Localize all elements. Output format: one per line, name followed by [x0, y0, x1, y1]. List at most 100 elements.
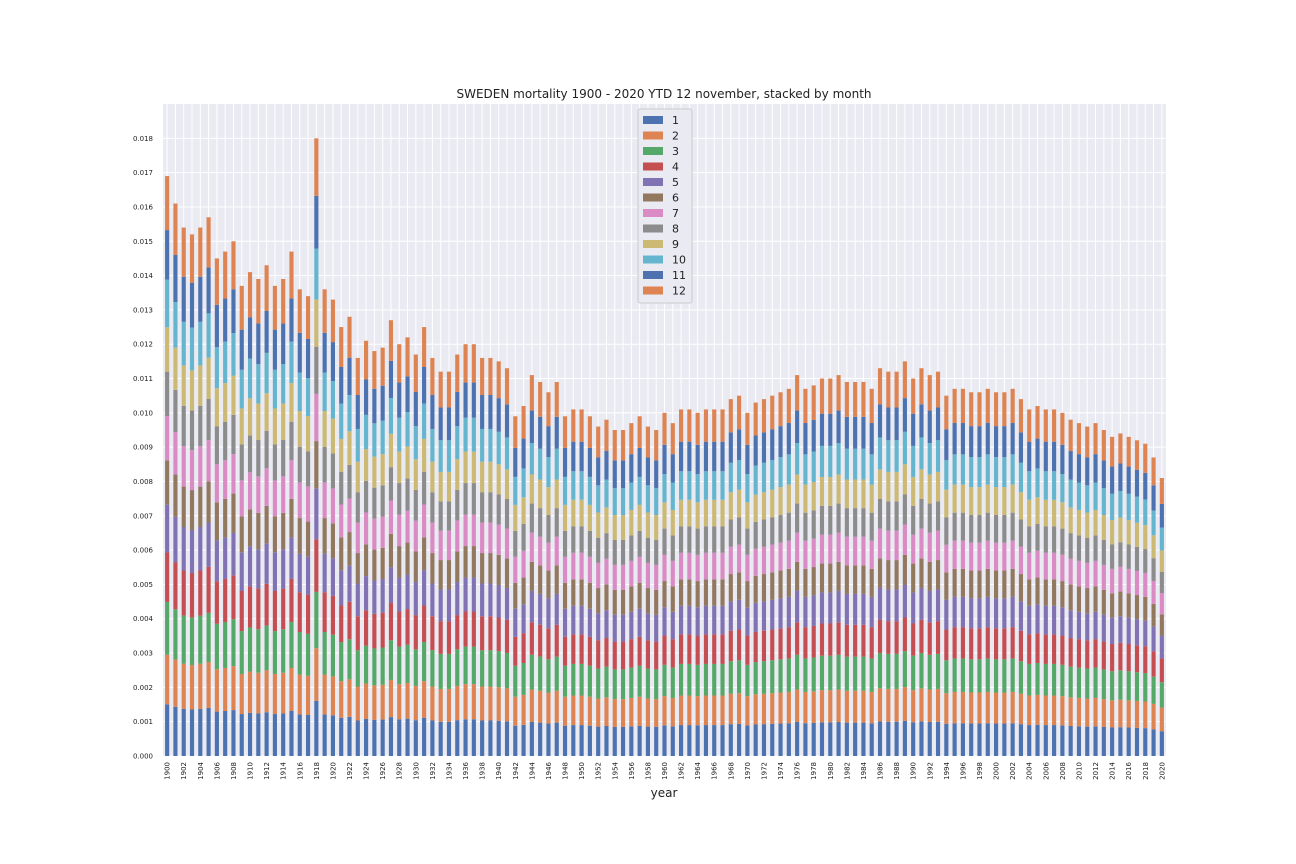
bar-1945-month-4 — [538, 624, 543, 657]
bar-2013-month-5 — [1101, 614, 1106, 642]
bar-1923-month-4 — [355, 616, 360, 651]
bar-1987-month-12 — [886, 371, 891, 408]
bar-2009-month-4 — [1068, 637, 1073, 667]
bar-1941-month-9 — [504, 469, 510, 500]
bar-1963-month-7 — [687, 552, 692, 580]
bar-2016-month-10 — [1126, 493, 1131, 521]
bar-1936-month-3 — [463, 646, 468, 685]
bar-1984-month-9 — [861, 479, 866, 509]
bar-1916-month-10 — [297, 372, 302, 412]
bar-2010-month-6 — [1076, 586, 1082, 612]
bar-1967-month-1 — [720, 725, 725, 756]
bar-1994-month-7 — [944, 544, 949, 573]
bar-1947-month-9 — [554, 479, 559, 509]
bar-1978-month-3 — [811, 657, 816, 692]
bar-1938-month-11 — [480, 395, 485, 429]
bar-1967-month-8 — [720, 526, 725, 553]
bar-2010-month-1 — [1076, 726, 1082, 756]
bar-1915-month-11 — [289, 298, 294, 342]
bar-1931-month-7 — [422, 504, 427, 538]
bar-1965-month-6 — [703, 579, 709, 606]
bar-1994-month-1 — [944, 723, 949, 756]
bar-1991-month-10 — [919, 437, 924, 470]
bar-1902-month-6 — [181, 486, 186, 527]
bar-2012-month-1 — [1093, 726, 1098, 756]
bar-1918-month-2 — [314, 648, 319, 701]
bar-1929-month-2 — [405, 682, 410, 719]
bar-1904-month-7 — [198, 446, 203, 487]
bar-1913-month-10 — [272, 369, 277, 409]
bar-1973-month-9 — [770, 489, 775, 518]
bar-1905-month-7 — [206, 440, 211, 482]
bar-1964-month-6 — [695, 581, 700, 608]
bar-1921-month-5 — [339, 570, 344, 606]
bar-1933-month-11 — [438, 407, 443, 441]
bar-1905-month-9 — [206, 357, 211, 399]
bar-2005-month-5 — [1035, 604, 1040, 634]
bar-2017-month-9 — [1134, 522, 1140, 547]
bar-1928-month-12 — [397, 344, 402, 383]
bar-1981-month-12 — [836, 375, 841, 411]
bar-2011-month-8 — [1085, 537, 1090, 563]
bar-2008-month-10 — [1060, 474, 1065, 503]
bar-1920-month-2 — [330, 676, 336, 716]
bar-2014-month-10 — [1110, 493, 1115, 521]
bar-2010-month-8 — [1076, 535, 1082, 561]
bar-1933-month-8 — [438, 501, 443, 531]
bar-1960-month-12 — [662, 412, 667, 445]
bar-2011-month-12 — [1085, 426, 1090, 458]
bar-1956-month-7 — [629, 560, 634, 587]
bar-1970-month-1 — [745, 725, 750, 756]
bar-1978-month-10 — [811, 451, 816, 483]
bar-1913-month-8 — [272, 444, 277, 481]
bar-2019-month-2 — [1151, 703, 1156, 730]
bar-1947-month-12 — [554, 381, 559, 417]
bar-2018-month-9 — [1143, 525, 1148, 550]
bar-2011-month-10 — [1085, 485, 1090, 513]
bar-1962-month-1 — [679, 725, 684, 756]
bar-1986-month-12 — [877, 368, 883, 405]
bar-1977-month-8 — [803, 512, 808, 541]
bar-1939-month-9 — [488, 461, 493, 493]
bar-1909-month-2 — [239, 673, 244, 715]
bar-1908-month-5 — [231, 532, 236, 576]
bar-2011-month-3 — [1085, 668, 1090, 699]
bar-2018-month-6 — [1143, 596, 1148, 621]
bar-1997-month-3 — [969, 659, 974, 693]
bar-2000-month-7 — [993, 542, 999, 571]
x-tick-label: 1926 — [379, 761, 387, 779]
bar-1950-month-4 — [579, 634, 584, 664]
bar-1977-month-1 — [803, 723, 808, 756]
bar-1920-month-6 — [330, 523, 336, 559]
bar-1965-month-11 — [703, 441, 709, 472]
bar-1910-month-3 — [247, 627, 253, 672]
bar-1922-month-4 — [347, 601, 352, 640]
bar-1935-month-7 — [455, 520, 460, 552]
bar-1946-month-2 — [546, 692, 551, 724]
bar-2011-month-11 — [1085, 457, 1090, 486]
bar-1912-month-7 — [264, 468, 269, 506]
bar-1976-month-11 — [795, 410, 800, 444]
bar-1973-month-5 — [770, 599, 775, 630]
bar-1979-month-4 — [819, 623, 825, 656]
bar-2019-month-10 — [1151, 510, 1156, 536]
bar-1987-month-11 — [886, 407, 891, 441]
bar-2003-month-6 — [1018, 574, 1024, 602]
bar-1977-month-7 — [803, 540, 808, 569]
bar-1985-month-7 — [869, 540, 874, 569]
bar-2020-month-3 — [1159, 682, 1164, 708]
bar-1922-month-2 — [347, 679, 352, 717]
bar-1982-month-5 — [844, 593, 849, 625]
bar-1955-month-4 — [620, 641, 626, 670]
bar-1922-month-1 — [347, 716, 352, 756]
bar-2018-month-7 — [1143, 572, 1148, 597]
bar-1912-month-12 — [264, 265, 269, 311]
bar-1967-month-6 — [720, 579, 725, 606]
bar-1991-month-9 — [919, 469, 924, 500]
bar-1942-month-8 — [513, 530, 518, 557]
bar-1948-month-12 — [562, 416, 568, 448]
bar-1914-month-12 — [281, 279, 286, 324]
bar-1988-month-5 — [894, 589, 899, 622]
bar-2006-month-10 — [1043, 471, 1048, 500]
bar-1909-month-8 — [239, 444, 244, 481]
